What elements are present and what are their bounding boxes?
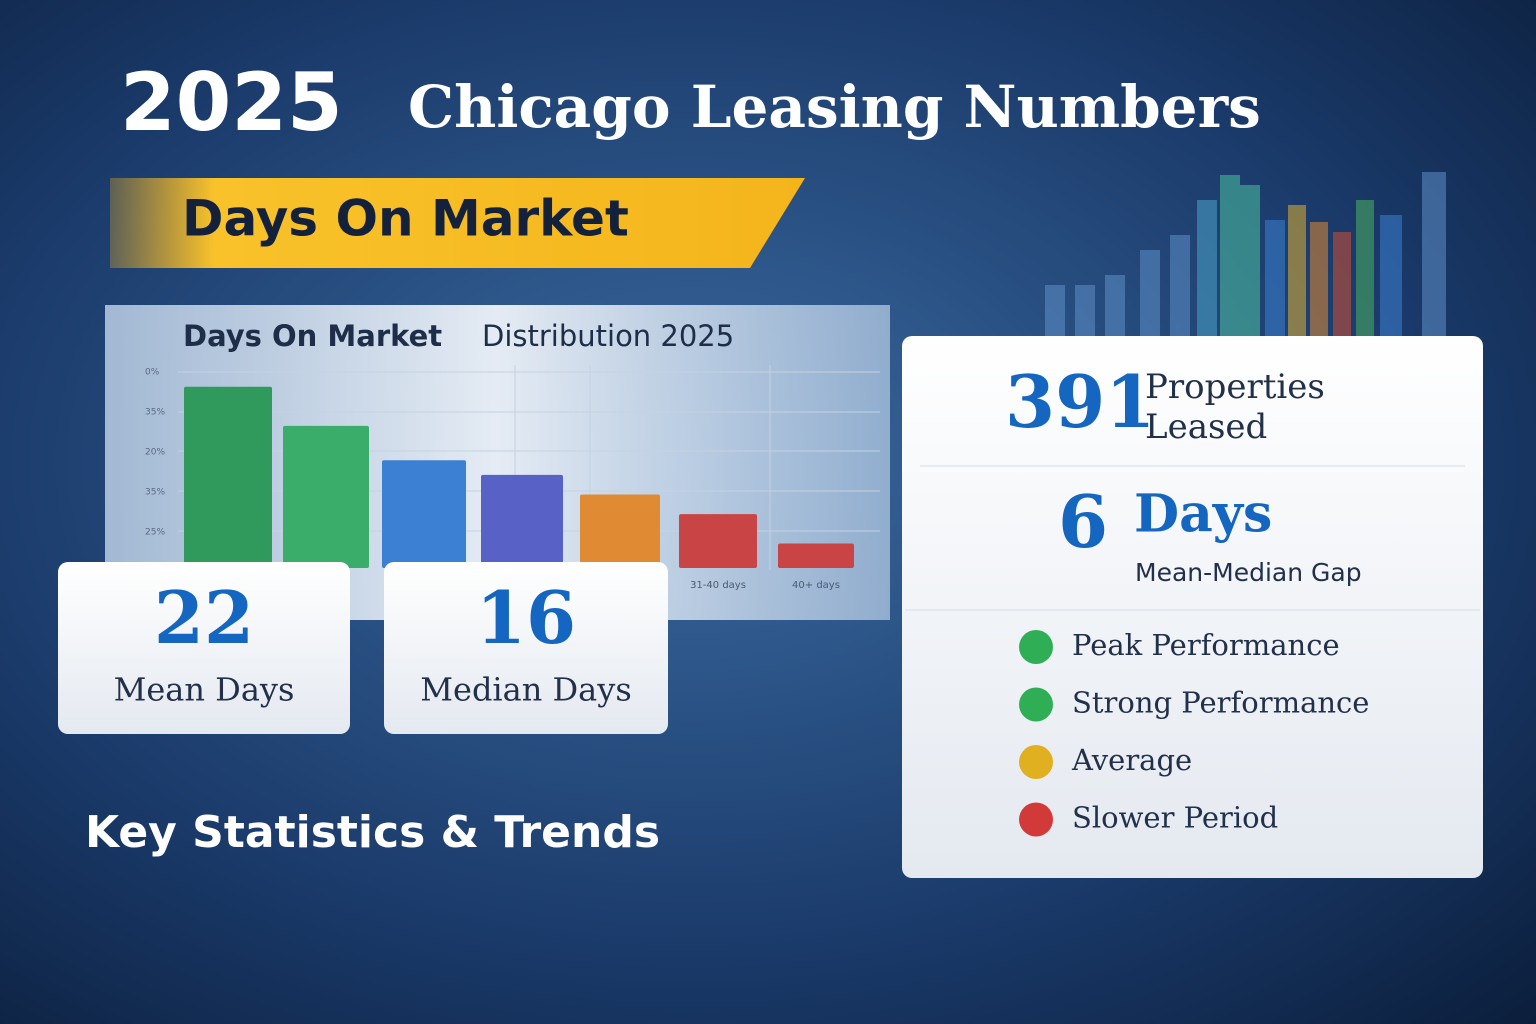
legend-label: Average <box>1071 743 1192 777</box>
gap-value: 6 <box>1058 479 1108 564</box>
x-tick-label: 40+ days <box>792 580 840 591</box>
bar <box>382 460 466 568</box>
y-tick-label: 35% <box>145 488 165 498</box>
banner <box>110 178 805 268</box>
properties-value: 391 <box>1005 359 1155 444</box>
stat-card <box>58 562 350 734</box>
chart-title: Days On Market <box>183 319 442 353</box>
chart-title: Distribution 2025 <box>482 319 734 353</box>
stat-label: Median Days <box>420 671 632 709</box>
gap-unit: Days <box>1134 484 1272 545</box>
stat-label: Mean Days <box>114 671 295 709</box>
bar <box>778 543 854 568</box>
y-tick-label: 25% <box>145 528 165 538</box>
legend-dot <box>1019 687 1053 722</box>
stat-value: 16 <box>476 575 576 660</box>
gap-label: Mean-Median Gap <box>1135 558 1362 587</box>
x-tick-label: 31-40 days <box>690 580 746 591</box>
footer: Key Statistics & Trends <box>85 807 660 858</box>
properties-label: Properties <box>1145 367 1325 407</box>
bar <box>679 514 757 568</box>
legend-dot <box>1019 802 1053 837</box>
legend-dot <box>1019 630 1053 664</box>
summary-panel <box>902 336 1483 878</box>
banner-text: Days On Market <box>182 190 629 248</box>
title-year: 2025 <box>120 56 343 149</box>
y-tick-label: 0% <box>145 368 160 378</box>
legend-label: Slower Period <box>1072 801 1278 835</box>
bar <box>481 474 563 568</box>
stat-value: 22 <box>154 575 254 660</box>
title: Chicago Leasing Numbers <box>408 73 1261 141</box>
decor-bars <box>1045 172 1446 345</box>
bar <box>283 425 369 568</box>
stat-card <box>384 562 668 734</box>
y-tick-label: 35% <box>145 408 165 418</box>
y-tick-label: 20% <box>145 448 165 458</box>
bar <box>580 494 660 568</box>
legend-dot <box>1019 745 1053 779</box>
bar <box>184 386 272 568</box>
legend-label: Peak Performance <box>1072 628 1340 662</box>
legend-label: Strong Performance <box>1072 686 1369 720</box>
properties-label: Leased <box>1145 407 1267 447</box>
